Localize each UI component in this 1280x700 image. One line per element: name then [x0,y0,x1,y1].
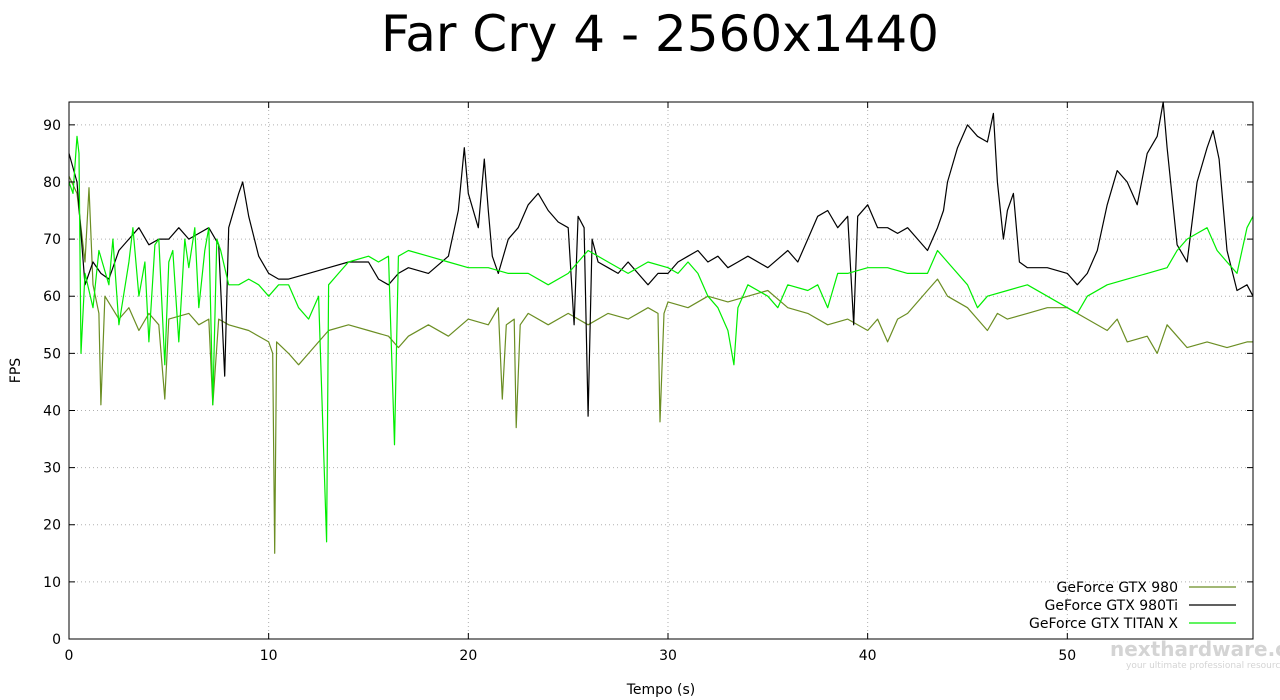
y-tick-label: 40 [43,403,61,419]
series-lines [68,101,1254,554]
x-tick-label: 20 [459,648,477,664]
chart-title: Far Cry 4 - 2560x1440 [381,5,939,63]
axis-ticks: 0 10 20 30 40 50 60 70 80 90 0 10 20 30 40 50 [43,102,1253,664]
watermark-logo: nexthardware.com your ultimate professio… [1110,637,1280,671]
y-tick-label: 10 [43,575,61,591]
y-tick-label: 80 [43,175,61,191]
y-tick-label: 30 [43,461,61,477]
y-tick-label: 70 [43,232,61,248]
x-tick-label: 40 [859,648,877,664]
y-tick-label: 60 [43,289,61,305]
x-tick-label: 50 [1058,648,1076,664]
x-tick-label: 30 [659,648,677,664]
y-tick-label: 0 [52,632,61,648]
series-line-2 [68,101,1254,417]
watermark-tagline: your ultimate professional resource [1126,661,1280,671]
y-tick-label: 90 [43,118,61,134]
legend: GeForce GTX 980 GeForce GTX 980Ti GeForce … [1029,580,1236,632]
y-tick-label: 50 [43,346,61,362]
x-tick-label: 10 [260,648,278,664]
legend-label: GeForce GTX 980 [1057,580,1178,596]
series-line-1 [68,176,1253,554]
grid-lines [69,102,1253,639]
y-tick-label: 20 [43,518,61,534]
x-axis-label: Tempo (s) [626,682,696,698]
y-axis-label: FPS [8,358,24,383]
plot-frame [68,101,1254,640]
legend-label: GeForce GTX TITAN X [1029,616,1178,632]
watermark-brand: nexthardware.com [1110,637,1280,661]
x-tick-label: 0 [65,648,74,664]
legend-label: GeForce GTX 980Ti [1045,598,1178,614]
series-line-3 [68,135,1254,543]
